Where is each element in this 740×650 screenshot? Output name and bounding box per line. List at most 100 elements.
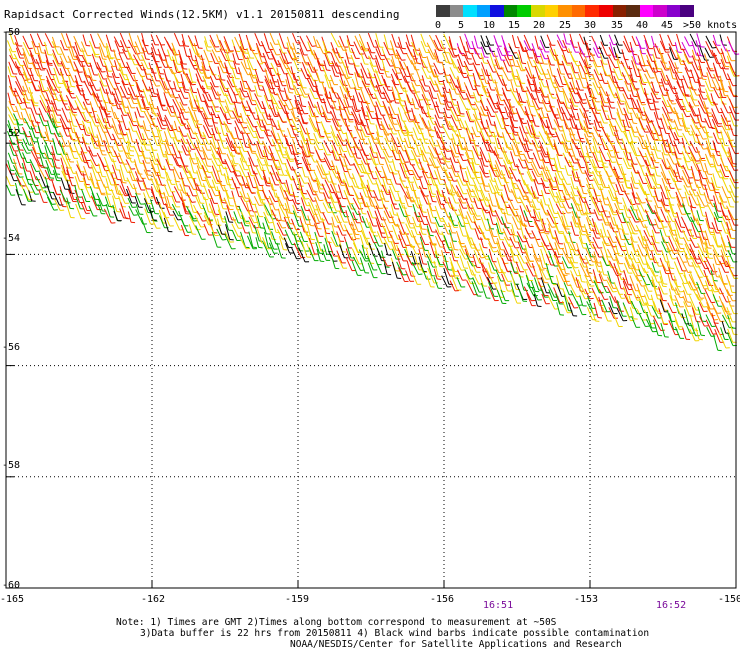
wind-barb-shaft xyxy=(203,78,208,89)
wind-barb xyxy=(127,87,138,100)
wind-barb-shaft xyxy=(586,85,592,98)
wind-barb-shaft xyxy=(83,66,88,78)
wind-barb-shaft xyxy=(399,60,407,77)
wind-barb-shaft xyxy=(105,79,112,95)
wind-barb-shaft xyxy=(291,80,297,95)
wind-barb-shaft xyxy=(231,66,237,79)
wind-barb-shaft xyxy=(305,35,313,47)
wind-barb-shaft xyxy=(570,65,577,80)
wind-barb-shaft xyxy=(562,91,568,108)
wind-barb xyxy=(590,88,600,103)
wind-barb-shaft xyxy=(584,40,592,56)
wind-barb-shaft xyxy=(66,88,73,99)
wind-barb-shaft xyxy=(173,81,177,92)
wind-barb-shaft xyxy=(398,100,406,113)
wind-barb-shaft xyxy=(354,87,360,102)
wind-barb-shaft xyxy=(269,42,277,56)
wind-barb xyxy=(187,106,199,122)
wind-barb-shaft xyxy=(485,35,491,46)
wind-barb xyxy=(695,40,705,57)
wind-barb-shaft xyxy=(44,33,53,48)
wind-barb xyxy=(35,58,45,71)
wind-barb-shaft xyxy=(256,46,263,63)
wind-barb xyxy=(285,79,294,94)
wind-barb-shaft xyxy=(473,47,481,59)
wind-barb xyxy=(351,78,361,91)
wind-barb xyxy=(129,93,138,105)
wind-barb xyxy=(575,87,586,101)
wind-barb-shaft xyxy=(119,40,126,52)
wind-barb-shaft xyxy=(263,33,270,50)
wind-barb xyxy=(247,39,258,55)
wind-barb-shaft xyxy=(97,33,105,48)
wind-barb-shaft xyxy=(534,35,539,50)
wind-barb xyxy=(148,62,157,74)
wind-barb xyxy=(185,73,196,86)
wind-barb xyxy=(180,73,190,91)
wind-barb-shaft xyxy=(433,62,440,75)
wind-barb xyxy=(569,98,578,111)
wind-barb xyxy=(651,35,659,48)
wind-barb xyxy=(526,74,535,86)
wind-barb-shaft xyxy=(570,113,577,130)
wind-barb-shaft xyxy=(293,73,299,86)
wind-barb-shaft xyxy=(421,75,426,86)
wind-barb-shaft xyxy=(264,79,272,94)
wind-barb xyxy=(96,66,108,80)
wind-barb-shaft xyxy=(674,94,682,108)
wind-barb-shaft xyxy=(178,93,184,106)
wind-barb xyxy=(367,87,377,99)
wind-barb-shaft xyxy=(434,114,441,128)
wind-barb-shaft xyxy=(294,99,300,114)
wind-barb-shaft xyxy=(569,81,576,94)
wind-barb xyxy=(7,92,15,106)
wind-barb xyxy=(44,33,57,48)
wind-barb-shaft xyxy=(421,94,428,105)
wind-barb-shaft xyxy=(682,59,689,72)
wind-barb xyxy=(65,95,78,110)
wind-barb-shaft xyxy=(193,59,202,74)
wind-barb-shaft xyxy=(38,145,45,159)
wind-barb xyxy=(254,100,265,114)
wind-barb xyxy=(501,132,511,149)
wind-barb-shaft xyxy=(171,56,179,72)
wind-barb xyxy=(263,33,274,51)
wind-barb-shaft xyxy=(443,48,450,64)
wind-barb-shaft xyxy=(262,85,269,101)
wind-barb xyxy=(8,100,18,112)
wind-barb xyxy=(391,86,400,101)
wind-barb-shaft xyxy=(232,53,237,65)
wind-barb xyxy=(28,87,39,104)
wind-barb-shaft xyxy=(369,79,376,92)
wind-barb-shaft xyxy=(721,101,729,114)
wind-barb-shaft xyxy=(418,99,424,114)
wind-barb xyxy=(89,33,100,49)
wind-barb-shaft xyxy=(638,79,645,95)
wind-barb-shaft xyxy=(269,32,276,45)
wind-barb-shaft xyxy=(339,72,344,86)
wind-barb-shaft xyxy=(486,59,494,73)
wind-barb xyxy=(91,53,102,70)
wind-barb-shaft xyxy=(185,73,193,85)
wind-barb-shaft xyxy=(16,98,22,110)
wind-barb-shaft xyxy=(351,78,357,90)
wind-barb xyxy=(399,60,411,77)
wind-barb xyxy=(368,55,377,67)
wind-barb xyxy=(14,34,23,47)
wind-barb-shaft xyxy=(23,79,30,94)
wind-barb xyxy=(539,53,548,65)
wind-barb xyxy=(605,91,615,103)
wind-barb-shaft xyxy=(149,94,155,109)
wind-barb xyxy=(224,40,234,53)
wind-barb xyxy=(666,80,678,95)
wind-barb-shaft xyxy=(143,111,152,125)
wind-barb-shaft xyxy=(406,94,412,105)
wind-barb xyxy=(285,73,295,90)
wind-barb-shaft xyxy=(675,113,681,127)
wind-barb xyxy=(298,82,310,95)
wind-barb xyxy=(269,42,281,56)
wind-barb-shaft xyxy=(366,100,371,112)
wind-barb xyxy=(149,94,159,110)
wind-barb-shaft xyxy=(354,66,361,78)
wind-barb xyxy=(321,36,332,54)
